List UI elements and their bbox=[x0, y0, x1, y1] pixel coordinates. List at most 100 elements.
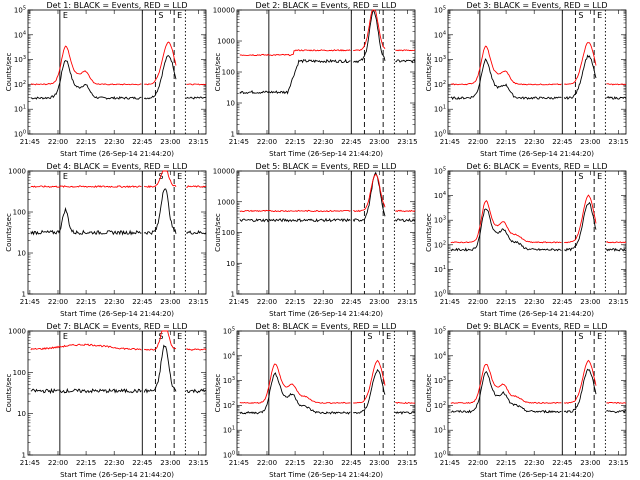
x-axis-label: Start Time (26-Sep-14 21:44:20) bbox=[269, 150, 383, 158]
series-line-black-events bbox=[239, 368, 416, 415]
y-tick-label-2: 100 bbox=[222, 229, 235, 237]
chart-panel-9: Det 9: BLACK = Events, RED = LLD Counts/s… bbox=[425, 322, 629, 479]
y-tick-label-1: 10 bbox=[226, 260, 235, 268]
y-tick-label-2: 100 bbox=[222, 69, 235, 77]
plot-frame bbox=[236, 330, 416, 456]
x-tick-label-2: 22:15 bbox=[496, 298, 516, 306]
x-tick-label-5: 23:00 bbox=[160, 459, 180, 467]
series-line-black-events bbox=[450, 54, 627, 101]
x-tick-label-5: 23:00 bbox=[160, 298, 180, 306]
x-axis-label: Start Time (26-Sep-14 21:44:20) bbox=[60, 310, 174, 318]
y-tick-label-0: 1 bbox=[22, 452, 26, 460]
y-axis-label: Counts/sec bbox=[214, 53, 222, 92]
plot-frame bbox=[447, 330, 627, 456]
x-tick-label-5: 23:00 bbox=[369, 298, 389, 306]
chart-panel-7: Det 7: BLACK = Events, RED = LLD Counts/s… bbox=[5, 322, 209, 479]
x-tick-label-0: 21:45 bbox=[229, 138, 249, 146]
x-tick-label-2: 22:15 bbox=[285, 459, 305, 467]
chart-title: Det 8: BLACK = Events, RED = LLD bbox=[256, 322, 397, 331]
x-tick-label-2: 22:15 bbox=[285, 138, 305, 146]
y-tick-label-3: 1000 bbox=[8, 328, 26, 336]
x-axis-label: Start Time (26-Sep-14 21:44:20) bbox=[269, 310, 383, 318]
y-tick-label-2: 100 bbox=[13, 369, 26, 377]
marker-label-3: E bbox=[177, 11, 182, 20]
x-tick-label-5: 23:00 bbox=[369, 459, 389, 467]
x-tick-label-3: 22:30 bbox=[524, 459, 544, 467]
y-tick-label-2: 102 bbox=[434, 80, 446, 89]
series-line-black-events bbox=[30, 55, 207, 100]
series-line-black-events bbox=[30, 188, 207, 236]
x-tick-label-1: 22:00 bbox=[48, 138, 68, 146]
y-tick-label-4: 104 bbox=[14, 30, 26, 39]
x-tick-label-5: 23:00 bbox=[160, 138, 180, 146]
y-tick-label-0: 100 bbox=[434, 451, 446, 460]
y-axis-label: Counts/sec bbox=[425, 374, 433, 413]
x-tick-label-2: 22:15 bbox=[285, 298, 305, 306]
chart-title: Det 9: BLACK = Events, RED = LLD bbox=[467, 322, 608, 331]
y-tick-label-2: 102 bbox=[223, 401, 235, 410]
y-tick-label-4: 104 bbox=[223, 351, 235, 360]
plot-frame bbox=[236, 9, 416, 135]
x-tick-label-1: 22:00 bbox=[48, 298, 68, 306]
y-tick-label-1: 10 bbox=[17, 410, 26, 418]
x-tick-label-6: 23:15 bbox=[608, 298, 628, 306]
y-tick-label-0: 1 bbox=[22, 291, 26, 299]
y-tick-label-1: 101 bbox=[434, 426, 446, 435]
series-line-red-lld bbox=[30, 330, 207, 352]
plot-frame bbox=[447, 9, 627, 135]
chart-panel-6: Det 6: BLACK = Events, RED = LLD Counts/s… bbox=[425, 162, 629, 318]
y-tick-label-1: 101 bbox=[14, 105, 26, 114]
marker-label-0: E bbox=[63, 172, 68, 181]
marker-label-2: S bbox=[578, 332, 583, 341]
marker-label-3: E bbox=[597, 332, 602, 341]
y-tick-label-0: 100 bbox=[434, 130, 446, 139]
marker-label-0: E bbox=[63, 11, 68, 20]
marker-label-2: S bbox=[578, 172, 583, 181]
x-tick-label-4: 22:45 bbox=[341, 298, 361, 306]
x-tick-label-1: 22:00 bbox=[468, 298, 488, 306]
marker-label-2: S bbox=[578, 11, 583, 20]
x-tick-label-0: 21:45 bbox=[229, 298, 249, 306]
plot-frame bbox=[236, 170, 416, 295]
chart-panel-8: Det 8: BLACK = Events, RED = LLD Counts/s… bbox=[214, 322, 418, 479]
y-tick-label-1: 101 bbox=[223, 426, 235, 435]
x-tick-label-3: 22:30 bbox=[524, 298, 544, 306]
x-tick-label-1: 22:00 bbox=[468, 138, 488, 146]
series-line-red-lld bbox=[239, 173, 416, 213]
x-tick-label-4: 22:45 bbox=[341, 459, 361, 467]
x-axis-label: Start Time (26-Sep-14 21:44:20) bbox=[269, 471, 383, 479]
y-axis-label: Counts/sec bbox=[5, 374, 13, 413]
x-axis-label: Start Time (26-Sep-14 21:44:20) bbox=[60, 150, 174, 158]
y-tick-label-3: 103 bbox=[223, 376, 235, 385]
x-tick-label-0: 21:45 bbox=[20, 459, 40, 467]
chart-title: Det 5: BLACK = Events, RED = LLD bbox=[256, 162, 397, 171]
x-tick-label-6: 23:15 bbox=[188, 138, 208, 146]
y-tick-label-1: 101 bbox=[434, 265, 446, 274]
chart-title: Det 1: BLACK = Events, RED = LLD bbox=[47, 1, 188, 10]
series-line-red-lld bbox=[239, 9, 416, 57]
y-tick-label-2: 102 bbox=[434, 240, 446, 249]
x-tick-label-1: 22:00 bbox=[257, 298, 277, 306]
x-tick-label-4: 22:45 bbox=[132, 298, 152, 306]
chart-panel-3: Det 3: BLACK = Events, RED = LLD Counts/s… bbox=[425, 1, 629, 158]
x-tick-label-4: 22:45 bbox=[341, 138, 361, 146]
x-tick-label-5: 23:00 bbox=[580, 138, 600, 146]
x-tick-label-3: 22:30 bbox=[313, 138, 333, 146]
marker-label-3: E bbox=[177, 172, 182, 181]
chart-panel-2: Det 2: BLACK = Events, RED = LLD Counts/s… bbox=[213, 1, 418, 158]
x-tick-label-6: 23:15 bbox=[397, 459, 417, 467]
x-axis-label: Start Time (26-Sep-14 21:44:20) bbox=[60, 471, 174, 479]
series-line-black-events bbox=[450, 368, 627, 414]
y-tick-label-3: 1000 bbox=[217, 38, 235, 46]
y-axis-label: Counts/sec bbox=[5, 213, 13, 252]
y-tick-label-4: 104 bbox=[434, 351, 446, 360]
marker-label-3: E bbox=[597, 11, 602, 20]
series-line-red-lld bbox=[450, 194, 627, 244]
series-line-red-lld bbox=[450, 359, 627, 405]
x-tick-label-2: 22:15 bbox=[76, 298, 96, 306]
chart-panel-4: Det 4: BLACK = Events, RED = LLD Counts/s… bbox=[5, 162, 209, 318]
y-tick-label-3: 103 bbox=[434, 55, 446, 64]
y-tick-label-4: 104 bbox=[434, 191, 446, 200]
y-tick-label-1: 101 bbox=[434, 105, 446, 114]
